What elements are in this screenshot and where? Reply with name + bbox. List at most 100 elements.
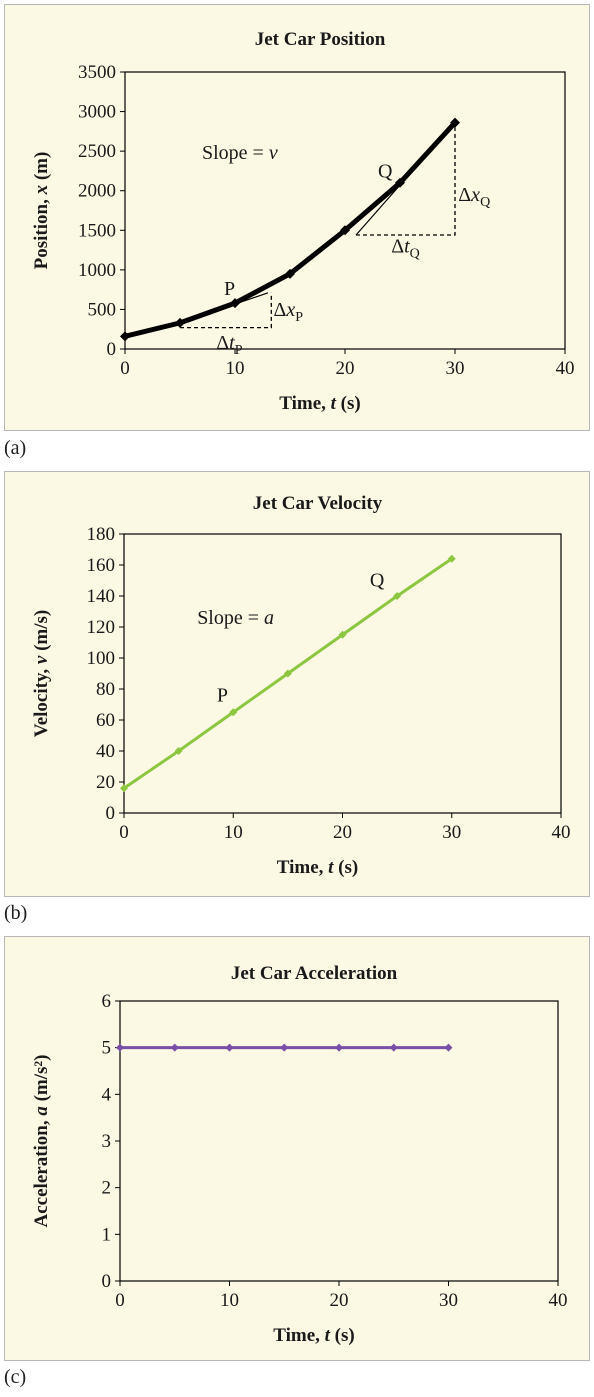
data-point-marker bbox=[225, 1043, 234, 1052]
y-tick-label: 1000 bbox=[78, 260, 116, 281]
y-axis-label-var: x bbox=[31, 184, 52, 195]
y-tick-label: 0 bbox=[106, 803, 116, 824]
delta-x-var: x bbox=[470, 184, 480, 206]
delta-t-p-label: ΔtP bbox=[216, 332, 242, 358]
y-tick-label: 80 bbox=[96, 679, 115, 700]
y-axis-label-var: v bbox=[31, 655, 52, 664]
delta-t-var: t bbox=[404, 235, 410, 257]
slope-annotation-text: Slope = bbox=[197, 607, 264, 629]
y-tick-label: 40 bbox=[96, 741, 115, 762]
y-axis-label-text: Acceleration, bbox=[31, 1116, 52, 1228]
plot-area-frame bbox=[124, 71, 566, 350]
y-tick-label: 3 bbox=[102, 1131, 112, 1152]
data-point-marker bbox=[285, 268, 295, 279]
x-axis-label-var: t bbox=[328, 857, 334, 878]
y-axis-label-unit: (m/s) bbox=[31, 610, 52, 656]
y-tick-label: 160 bbox=[87, 555, 116, 576]
point-q-label: Q bbox=[370, 570, 385, 592]
delta-symbol: Δ bbox=[274, 299, 287, 321]
x-axis-label-unit: (s) bbox=[336, 393, 361, 414]
acceleration-chart: Jet Car Acceleration 0 1 2 3 4 5 6 0 10 20 30 40 Time… bbox=[31, 963, 568, 1346]
data-point-marker bbox=[170, 1043, 179, 1052]
slope-annotation: Slope = v bbox=[202, 142, 278, 164]
delta-symbol: Δ bbox=[458, 184, 471, 206]
point-q-label: Q bbox=[378, 160, 393, 182]
chart-title: Jet Car Velocity bbox=[253, 493, 383, 514]
x-tick-label: 10 bbox=[226, 358, 245, 379]
delta-subscript: P bbox=[295, 310, 303, 325]
plot-area-frame bbox=[123, 533, 562, 814]
data-point-marker bbox=[230, 298, 240, 309]
y-tick-label: 0 bbox=[107, 339, 117, 360]
data-point-marker bbox=[120, 331, 130, 342]
tangent-line-p bbox=[179, 292, 269, 324]
x-tick-label: 0 bbox=[115, 1290, 125, 1311]
x-tick-label: 20 bbox=[330, 1290, 349, 1311]
data-point-marker bbox=[444, 1043, 453, 1052]
x-tick-label: 10 bbox=[224, 822, 243, 843]
y-tick-label: 0 bbox=[102, 1271, 112, 1292]
slope-annotation-var: a bbox=[264, 607, 274, 629]
y-tick-label: 140 bbox=[87, 586, 116, 607]
x-axis-label-var: t bbox=[331, 393, 337, 414]
position-chart-panel: Jet Car Position 0 500 1000 1500 2000 2500 3000… bbox=[4, 4, 590, 431]
x-axis-label: Time, t (s) bbox=[279, 393, 360, 414]
x-axis-label: Time, t (s) bbox=[273, 1325, 354, 1346]
data-point-marker bbox=[340, 225, 350, 236]
x-tick-label: 30 bbox=[446, 358, 465, 379]
x-tick-label: 40 bbox=[549, 1290, 568, 1311]
data-point-marker bbox=[393, 592, 402, 600]
y-tick-label: 120 bbox=[87, 617, 116, 638]
y-axis-label: Velocity, v (m/s) bbox=[31, 610, 52, 738]
x-axis-label: Time, t (s) bbox=[277, 857, 358, 878]
data-point-marker bbox=[395, 177, 405, 188]
x-tick-label: 30 bbox=[439, 1290, 458, 1311]
position-chart: Jet Car Position 0 500 1000 1500 2000 2500 3000… bbox=[31, 29, 575, 414]
y-axis-label: Acceleration, a (m/s²) bbox=[31, 1055, 52, 1228]
chart-title: Jet Car Position bbox=[255, 29, 386, 50]
y-tick-label: 2500 bbox=[78, 141, 116, 162]
x-axis-label-var: t bbox=[325, 1325, 331, 1346]
panel-label-b: (b) bbox=[4, 902, 28, 924]
x-tick-label: 0 bbox=[119, 822, 129, 843]
data-point-marker bbox=[174, 747, 183, 755]
x-tick-label: 20 bbox=[333, 822, 352, 843]
slope-annotation-var: v bbox=[269, 142, 278, 164]
delta-symbol: Δ bbox=[216, 332, 229, 354]
x-tick-label: 40 bbox=[552, 822, 571, 843]
y-tick-label: 1500 bbox=[78, 220, 116, 241]
data-point-marker bbox=[280, 1043, 289, 1052]
data-point-marker bbox=[447, 554, 456, 563]
data-point-marker bbox=[335, 1043, 343, 1052]
plot-area-frame bbox=[119, 1000, 559, 1282]
x-axis-label-text: Time, bbox=[279, 393, 330, 414]
y-tick-label: 5 bbox=[102, 1038, 112, 1059]
delta-subscript: Q bbox=[410, 246, 420, 261]
delta-t-q-label: ΔtQ bbox=[391, 235, 420, 261]
y-tick-label: 3000 bbox=[78, 102, 116, 123]
delta-x-q-label: ΔxQ bbox=[458, 184, 490, 210]
x-axis-label-unit: (s) bbox=[330, 1325, 355, 1346]
x-tick-label: 40 bbox=[556, 358, 575, 379]
delta-triangle-p bbox=[180, 292, 272, 329]
y-tick-label: 3500 bbox=[78, 62, 116, 83]
x-axis-label-unit: (s) bbox=[333, 857, 358, 878]
delta-t-var: t bbox=[229, 332, 235, 354]
y-axis-label-unit: (m) bbox=[31, 152, 52, 185]
delta-x-var: x bbox=[285, 299, 295, 321]
data-point-marker bbox=[120, 784, 128, 793]
data-point-marker bbox=[116, 1043, 124, 1052]
x-tick-label: 10 bbox=[220, 1290, 239, 1311]
y-axis-label: Position, x (m) bbox=[31, 152, 52, 270]
y-tick-label: 6 bbox=[102, 991, 112, 1012]
y-axis-label-unit: (m/s²) bbox=[31, 1055, 52, 1107]
slope-annotation: Slope = a bbox=[197, 607, 274, 629]
delta-symbol: Δ bbox=[391, 235, 404, 257]
velocity-chart: Jet Car Velocity020406080100120140160180… bbox=[31, 493, 571, 878]
delta-triangle-q bbox=[356, 122, 456, 236]
y-tick-label: 500 bbox=[88, 299, 117, 320]
slope-annotation-text: Slope = bbox=[202, 142, 269, 164]
y-tick-label: 100 bbox=[87, 648, 116, 669]
data-point-marker bbox=[229, 708, 238, 717]
point-p-label: P bbox=[224, 278, 235, 300]
